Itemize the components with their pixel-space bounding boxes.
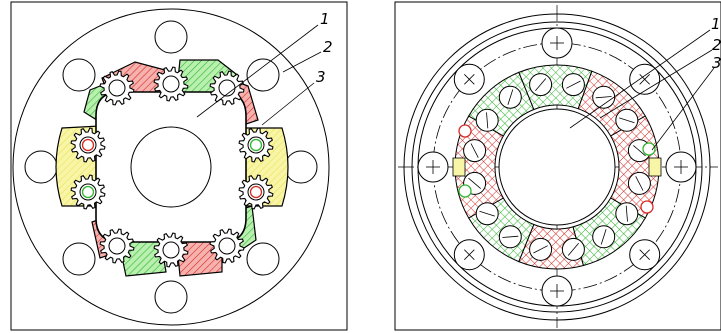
- gear-hub-2: [162, 75, 180, 93]
- roller-mark-3: [619, 117, 635, 124]
- outer-pin-mark-b-8: [464, 74, 475, 85]
- roller-mark-6: [625, 205, 628, 222]
- roller-mark-1: [566, 80, 581, 89]
- left-callout-1: 1: [320, 10, 330, 28]
- left-gears: [70, 66, 274, 268]
- gear-hub-9: [162, 241, 180, 259]
- left-frame: [10, 1, 348, 331]
- gear-pin-4: [81, 138, 95, 152]
- left-callout-2: 2: [323, 38, 333, 56]
- roller-mark-12: [468, 177, 481, 189]
- left-central-bore: [130, 126, 212, 208]
- gear-hub-3: [218, 79, 236, 97]
- right-rollers: [458, 73, 656, 261]
- colored-pin-1: [458, 124, 472, 138]
- roller-mark-16: [535, 78, 547, 91]
- roller-mark-14: [486, 112, 489, 129]
- right-callout-2: 2: [712, 36, 721, 54]
- roller-mark-8: [567, 243, 579, 256]
- roller-mark-13: [470, 143, 479, 158]
- left-callout-3: 3: [316, 68, 326, 86]
- colored-pin-3: [642, 142, 656, 156]
- gear-hub-8: [108, 237, 126, 255]
- gear-pin-5: [249, 138, 263, 152]
- roller-mark-15: [507, 89, 514, 105]
- left-panel: 1 2 3: [10, 1, 348, 331]
- roller-mark-10: [502, 235, 519, 238]
- gear-hub-1: [108, 79, 126, 97]
- gear-hub-10: [218, 237, 236, 255]
- roller-mark-7: [600, 229, 607, 245]
- right-frame: [394, 1, 721, 331]
- outer-pin-mark-b-4: [639, 249, 650, 260]
- right-outer-pins: [417, 27, 697, 307]
- right-callouts: [569, 29, 715, 151]
- roller-mark-11: [479, 210, 495, 217]
- right-callout-3: 3: [712, 54, 721, 72]
- right-central-bore: [498, 108, 616, 226]
- colored-pin-2: [458, 184, 472, 198]
- gear-pin-7: [249, 185, 263, 199]
- roller-mark-2: [595, 96, 612, 99]
- left-callouts: [196, 24, 322, 126]
- outer-pin-mark-b-6: [464, 249, 475, 260]
- bridge-right-yellow: [648, 157, 662, 177]
- colored-pin-4: [640, 200, 654, 214]
- gear-pin-6: [81, 185, 95, 199]
- roller-mark-9: [533, 245, 548, 254]
- left-bolt-holes: [24, 20, 318, 314]
- roller-mark-4: [633, 145, 646, 157]
- outer-pin-mark-b-2: [639, 74, 650, 85]
- bridge-left-yellow: [452, 157, 466, 177]
- right-panel: 1 2 3: [394, 1, 721, 331]
- roller-mark-5: [635, 176, 644, 191]
- right-callout-1: 1: [711, 15, 721, 33]
